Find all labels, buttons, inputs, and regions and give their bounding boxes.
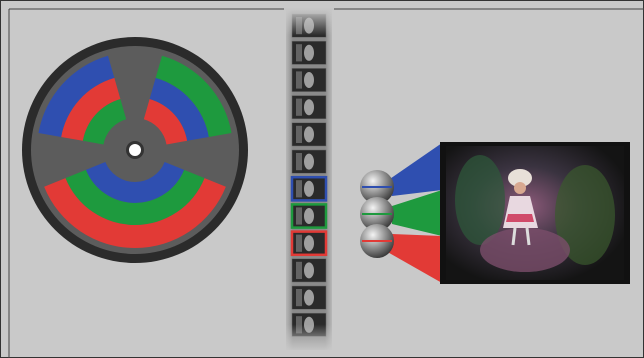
wheel-segment — [143, 99, 188, 145]
wheel-segment — [155, 55, 232, 137]
film-strip — [284, 8, 334, 352]
green-beam — [392, 190, 442, 236]
foliage — [555, 165, 615, 265]
wheel-segment — [61, 77, 121, 141]
red-beam — [384, 234, 442, 283]
wheel-segment — [38, 55, 115, 137]
strip-fade — [284, 8, 334, 352]
leg — [525, 227, 531, 246]
wheel-segment — [149, 77, 209, 141]
blue-beam — [384, 143, 442, 196]
wheel-segment — [44, 178, 226, 248]
leg — [511, 227, 517, 246]
color-wheel — [22, 37, 248, 263]
wheel-segment — [65, 169, 205, 226]
hub — [129, 144, 141, 156]
steps — [480, 228, 570, 272]
projected-image — [440, 142, 630, 284]
sash — [506, 214, 534, 222]
hat — [508, 169, 532, 187]
face — [514, 182, 526, 194]
foliage — [455, 155, 505, 245]
wheel-segment — [85, 161, 185, 203]
wheel-segment — [82, 99, 127, 145]
